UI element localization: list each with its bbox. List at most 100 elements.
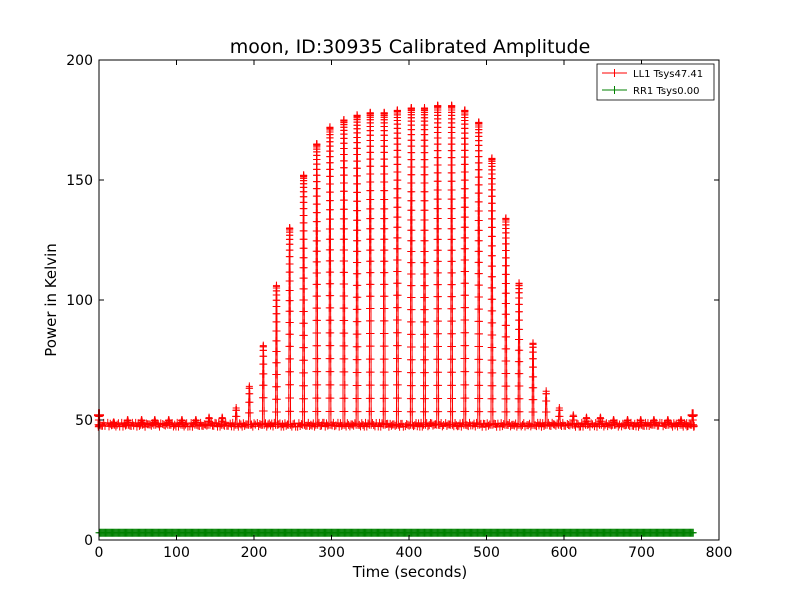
- series-ll1-point: [434, 329, 442, 338]
- series-ll1-point: [489, 343, 497, 352]
- legend-marker-ll1: [610, 69, 619, 77]
- series-ll1-point: [421, 270, 429, 279]
- series-ll1-point: [475, 173, 483, 182]
- series-ll1-point: [327, 354, 335, 363]
- series-ll1-point: [462, 367, 470, 376]
- series-ll1-point: [503, 344, 511, 353]
- series-ll1-point: [408, 216, 416, 225]
- series-ll1-point: [421, 247, 429, 256]
- series-ll1-point: [314, 394, 322, 403]
- series-ll1-point: [421, 179, 429, 188]
- series-ll1-point: [408, 236, 416, 245]
- series-ll1-point: [260, 360, 268, 369]
- series-ll1-point: [381, 394, 389, 403]
- series-ll1-point: [475, 216, 483, 225]
- series-ll1-point: [367, 162, 375, 171]
- series-ll1-point: [421, 343, 429, 352]
- series-ll1-point: [448, 268, 456, 277]
- series-ll1-point: [286, 318, 294, 327]
- series-ll1-point: [475, 269, 483, 278]
- series-ll1-point: [381, 368, 389, 377]
- series-ll1-point: [260, 393, 268, 402]
- series-ll1-point: [286, 252, 294, 261]
- x-tick-label: 100: [163, 545, 190, 561]
- series-ll1-point: [260, 369, 268, 378]
- series-ll1-point: [340, 214, 348, 223]
- series-ll1-point: [341, 367, 349, 376]
- series-ll1-point: [462, 316, 470, 325]
- series-ll1-point: [516, 394, 524, 403]
- series-ll1-point: [341, 316, 349, 325]
- series-ll1-point: [367, 235, 375, 244]
- series-ll1-point: [448, 153, 456, 162]
- series-ll1-point: [530, 383, 538, 392]
- series-ll1-point: [394, 291, 402, 300]
- series-ll1-point: [475, 247, 483, 256]
- series-ll1-point: [543, 407, 551, 416]
- series-ll1-point: [462, 380, 470, 389]
- series-ll1-point: [394, 380, 402, 389]
- series-ll1-point: [462, 394, 470, 403]
- series-ll1-point: [381, 304, 389, 313]
- y-axis: 0 50 100 150 200: [66, 53, 719, 549]
- series-ll1-line: [97, 105, 695, 429]
- series-ll1-point: [340, 187, 348, 196]
- series-ll1-point: [300, 263, 308, 272]
- series-ll1-point: [381, 155, 389, 164]
- series-ll1-point: [502, 289, 510, 298]
- series-ll1-point: [530, 408, 538, 417]
- series-ll1-point: [367, 204, 375, 213]
- series-ll1-point: [461, 168, 469, 177]
- series-ll1-point: [475, 180, 483, 189]
- series-ll1: [94, 101, 698, 431]
- series-ll1-point: [462, 303, 470, 312]
- series-ll1-point: [529, 354, 537, 363]
- series-ll1-point: [367, 214, 375, 223]
- series-ll1-point: [448, 342, 456, 351]
- series-ll1-point: [394, 367, 402, 376]
- series-ll1-point: [408, 247, 416, 256]
- series-ll1-point: [394, 233, 402, 242]
- series-ll1-point: [434, 235, 442, 244]
- series-ll1-point: [381, 169, 389, 178]
- series-ll1-point: [340, 245, 348, 254]
- x-tick-label: 500: [473, 545, 500, 561]
- series-ll1-point: [354, 407, 362, 416]
- series-ll1-point: [314, 367, 322, 376]
- series-ll1-point: [421, 381, 429, 390]
- series-ll1-point: [367, 355, 375, 364]
- series-ll1-point: [448, 257, 456, 266]
- series-ll1-point: [300, 284, 308, 293]
- series-ll1-point: [421, 293, 429, 302]
- x-tick-label: 600: [551, 545, 578, 561]
- series-ll1-point: [502, 246, 510, 255]
- series-ll1-point: [394, 354, 402, 363]
- series-ll1-point: [367, 394, 375, 403]
- series-ll1-point: [475, 197, 483, 206]
- series-ll1-point: [543, 397, 551, 406]
- series-ll1-point: [354, 197, 362, 206]
- series-ll1-point: [353, 171, 361, 180]
- series-ll1-point: [515, 307, 523, 316]
- series-ll1-point: [408, 226, 416, 235]
- series-ll1-point: [461, 193, 469, 202]
- series-ll1-point: [340, 171, 348, 180]
- series-ll1-point: [408, 330, 416, 339]
- series-ll1-point: [476, 407, 484, 416]
- series-ll1-point: [327, 367, 335, 376]
- series-ll1-point: [462, 328, 470, 337]
- series-ll1-point: [354, 188, 362, 197]
- series-ll1-point: [475, 165, 483, 174]
- series-ll1-point: [314, 341, 322, 350]
- series-ll1-point: [341, 291, 349, 300]
- series-ll1-point: [461, 203, 469, 212]
- series-ll1-point: [690, 421, 698, 430]
- series-ll1-point: [354, 226, 362, 235]
- legend-marker-rr1: [610, 86, 619, 94]
- series-ll1-point: [408, 293, 416, 302]
- series-ll1-point: [421, 148, 429, 157]
- series-ll1-point: [338, 421, 346, 430]
- series-ll1-point: [313, 268, 321, 277]
- plot-frame: [98, 59, 720, 541]
